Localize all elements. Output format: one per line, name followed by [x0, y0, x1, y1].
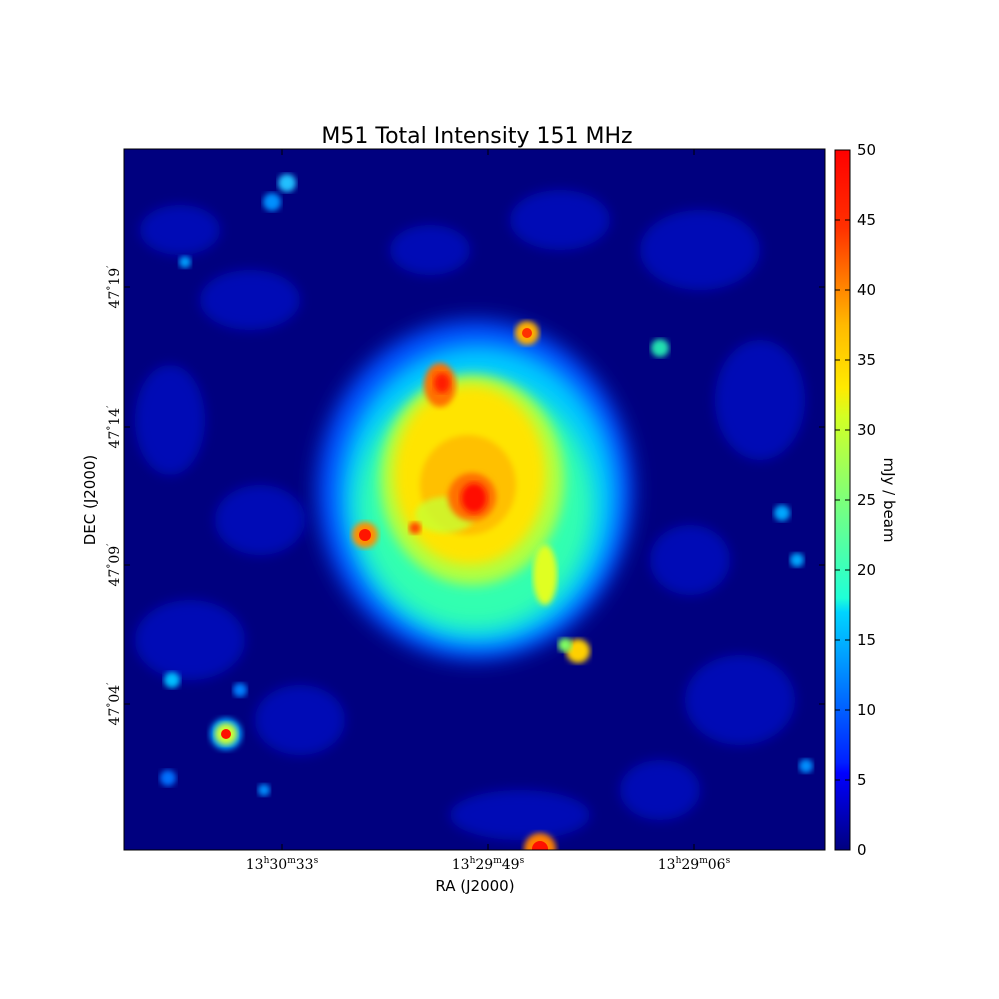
point-source [409, 522, 421, 534]
chart-title: M51 Total Intensity 151 MHz [321, 124, 632, 149]
colorbar-tick-label: 40 [857, 281, 876, 299]
colorbar-label: mJy / beam [880, 457, 898, 542]
colorbar-tick-label: 10 [857, 701, 876, 719]
point-source [164, 672, 180, 688]
colorbar-tick-label: 30 [857, 421, 876, 439]
colorbar-tick-label: 15 [857, 631, 876, 649]
point-source [790, 553, 804, 567]
lower-tail [533, 545, 557, 605]
point-source [258, 784, 270, 796]
y-axis-ticks: 47°19′ 47°14′ 47°09′ 47°04′ [106, 265, 825, 726]
point-source [774, 505, 790, 521]
y-tick-label: 47°09′ [106, 543, 123, 587]
noise-patches [135, 190, 805, 840]
galaxy [317, 320, 633, 660]
point-sources [160, 174, 813, 850]
colorbar-ticks: 0 5 10 15 20 25 30 35 40 45 50 [835, 141, 876, 859]
point-source [263, 193, 281, 211]
point-source [522, 328, 532, 338]
colorbar-tick-label: 25 [857, 491, 876, 509]
point-source [558, 638, 572, 652]
plot-frame [123, 148, 826, 851]
x-tick-label: 13h29m06s [658, 856, 731, 873]
point-source [233, 683, 247, 697]
point-source [221, 729, 231, 739]
x-axis-ticks: 13h30m33s 13h29m49s 13h29m06s [246, 149, 731, 873]
point-source [160, 770, 176, 786]
x-tick-label: 13h30m33s [246, 856, 319, 873]
point-source [651, 339, 669, 357]
colorbar-tick-label: 20 [857, 561, 876, 579]
point-source [278, 174, 296, 192]
x-axis-label: RA (J2000) [435, 877, 514, 895]
point-source [532, 841, 548, 850]
y-axis-label: DEC (J2000) [81, 455, 99, 546]
point-source [359, 529, 371, 541]
core [461, 483, 487, 513]
upper-arm-core [434, 373, 450, 393]
x-tick-label: 13h29m49s [452, 856, 525, 873]
colorbar-tick-label: 35 [857, 351, 876, 369]
y-tick-label: 47°19′ [106, 265, 123, 309]
colorbar-tick-label: 50 [857, 141, 876, 159]
colorbar: 0 5 10 15 20 25 30 35 40 45 50 mJy / beam [834, 141, 898, 859]
y-tick-label: 47°04′ [106, 682, 123, 726]
point-source [799, 759, 813, 773]
colorbar-tick-label: 5 [857, 771, 867, 789]
point-source [179, 256, 191, 268]
y-tick-label: 47°14′ [106, 405, 123, 449]
intensity-map [124, 149, 825, 850]
colorbar-tick-label: 0 [857, 841, 867, 859]
colorbar-tick-label: 45 [857, 211, 876, 229]
